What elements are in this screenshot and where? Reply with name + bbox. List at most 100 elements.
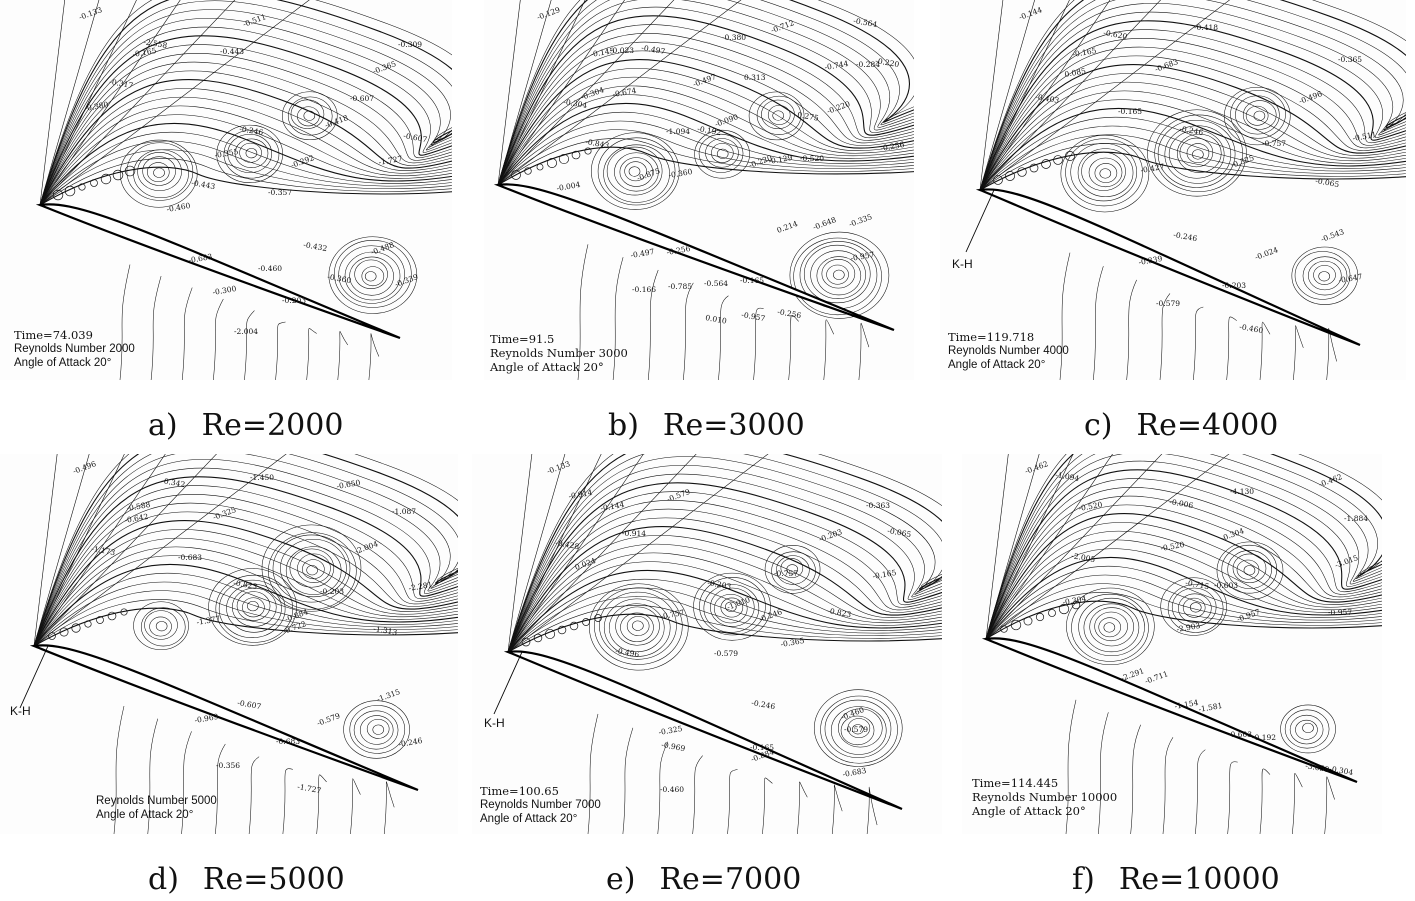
contour-value-label: -0.144 <box>1018 5 1044 22</box>
time-label: Time=100.65 <box>480 784 559 798</box>
contour-value-label: 0.010 <box>705 313 728 326</box>
caption-tag: e) <box>606 862 636 897</box>
contour-value-label: -1.727 <box>297 782 322 795</box>
contour-line <box>497 0 914 186</box>
kh-vortex <box>558 153 570 165</box>
streamline <box>497 0 742 186</box>
streamline <box>985 454 1009 640</box>
kh-vortex <box>1058 603 1070 615</box>
contour-value-label: -0.712 <box>770 18 796 35</box>
contour-line <box>985 592 1382 640</box>
vortex-contour <box>334 240 412 308</box>
contour-value-label: -0.579 <box>844 725 868 734</box>
streamline <box>33 454 217 647</box>
contour-line <box>985 574 1382 640</box>
contour-value-label: -0.365 <box>780 636 805 649</box>
vortex-contour <box>153 167 165 178</box>
vortex-contour <box>1176 133 1222 173</box>
kh-vortex <box>96 616 104 624</box>
kh-vortex <box>533 633 543 643</box>
vortex-contour <box>1216 541 1284 600</box>
vortex-contour <box>703 584 760 633</box>
contour-value-label: -0.006 <box>1169 497 1194 510</box>
contour-line <box>497 94 914 186</box>
contour-value-label: 0.275 <box>797 110 820 123</box>
vortex-contour <box>599 591 677 660</box>
vortex-contour <box>226 584 282 633</box>
contour-value-label: -0.203 <box>1222 281 1246 290</box>
contour-value-label: -0.165 <box>132 46 157 59</box>
contour-value-label: -0.715 <box>1185 578 1210 591</box>
caption-tag: b) <box>608 408 639 443</box>
info-a: Time=74.039 Reynolds Number 2000 Angle o… <box>14 328 135 370</box>
vortex-contour <box>344 251 401 301</box>
contour-line <box>979 107 1406 191</box>
caption-text: Re=3000 <box>662 408 805 443</box>
vortex-contour <box>349 705 406 754</box>
vortex-contour <box>1232 553 1267 584</box>
vortex-contour <box>780 558 804 579</box>
contour-value-label: -0.133 <box>546 459 572 476</box>
vortex-contour <box>372 724 385 735</box>
contour-line <box>497 146 914 186</box>
kh-vortex <box>1041 159 1051 169</box>
vortex-contour <box>216 124 283 183</box>
pressure-line <box>1126 279 1137 380</box>
vortex-contour <box>1171 587 1217 627</box>
vortex-contour <box>620 612 654 642</box>
vortex-contour <box>297 553 331 583</box>
vortex-contour <box>1179 137 1214 168</box>
contour-value-label: -0.620 <box>1103 28 1128 41</box>
vortex-contour <box>1071 593 1149 662</box>
vortex-contour <box>236 591 271 621</box>
kh-vortex <box>107 611 117 621</box>
contour-line <box>33 458 458 647</box>
vortex-contour <box>589 583 689 671</box>
contour-value-label: -0.488 <box>370 240 396 257</box>
vortex-contour <box>126 142 194 201</box>
contour-value-label: -0.246 <box>398 736 423 749</box>
vortex-contour <box>614 152 659 192</box>
contour-value-label: -0.564 <box>704 279 728 288</box>
contour-value-label: -0.335 <box>848 212 874 229</box>
streamline <box>507 454 644 653</box>
pressure-line <box>1226 316 1237 380</box>
vortex-contour <box>626 616 650 636</box>
kh-vortex <box>100 173 112 185</box>
contour-value-label: -1.010 <box>726 595 752 612</box>
kh-label: K-H <box>952 257 973 271</box>
kh-vortex <box>1053 155 1063 165</box>
contour-line <box>985 454 1382 640</box>
contour-line <box>507 596 942 653</box>
contour-line <box>985 478 1382 640</box>
contour-value-label: -0.443 <box>220 47 244 56</box>
contour-line <box>979 29 1406 191</box>
contour-line <box>39 158 452 206</box>
vortex-contour <box>280 538 347 598</box>
vortex-contour <box>1235 95 1280 135</box>
vortex-contour <box>590 132 680 210</box>
contour-line <box>979 99 1406 191</box>
vortex-contour <box>1147 109 1247 197</box>
vortex-contour <box>302 559 325 580</box>
pressure-line <box>1259 321 1271 380</box>
vortex-contour <box>820 695 898 764</box>
pressure-line <box>337 331 349 380</box>
vortex-contour <box>149 616 172 637</box>
pressure-line <box>1193 306 1204 380</box>
kh-vortex <box>112 169 124 181</box>
contour-value-label: -1.154 <box>1174 698 1199 711</box>
vortex-contour <box>761 99 795 130</box>
vortex-contour <box>223 129 280 179</box>
pressure-line <box>181 731 192 834</box>
contour-value-label: -0.166 <box>632 285 656 294</box>
contour-line <box>979 143 1406 191</box>
contour-line <box>497 15 914 186</box>
contour-line <box>33 454 458 647</box>
contour-line <box>507 587 942 653</box>
pressure-line <box>831 784 843 834</box>
contour-value-label: -0.520 <box>800 154 824 163</box>
contour-line <box>507 454 942 653</box>
vortex-contour <box>146 162 170 183</box>
vortex-contour <box>133 149 189 199</box>
